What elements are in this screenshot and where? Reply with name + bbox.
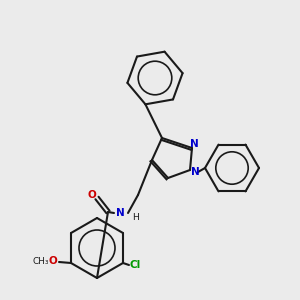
Text: N: N xyxy=(190,139,198,149)
Text: O: O xyxy=(88,190,96,200)
Text: Cl: Cl xyxy=(129,260,141,270)
Text: H: H xyxy=(133,214,140,223)
Text: N: N xyxy=(116,208,124,218)
Text: N: N xyxy=(190,167,200,177)
Text: O: O xyxy=(49,256,57,266)
Text: CH₃: CH₃ xyxy=(33,256,49,266)
